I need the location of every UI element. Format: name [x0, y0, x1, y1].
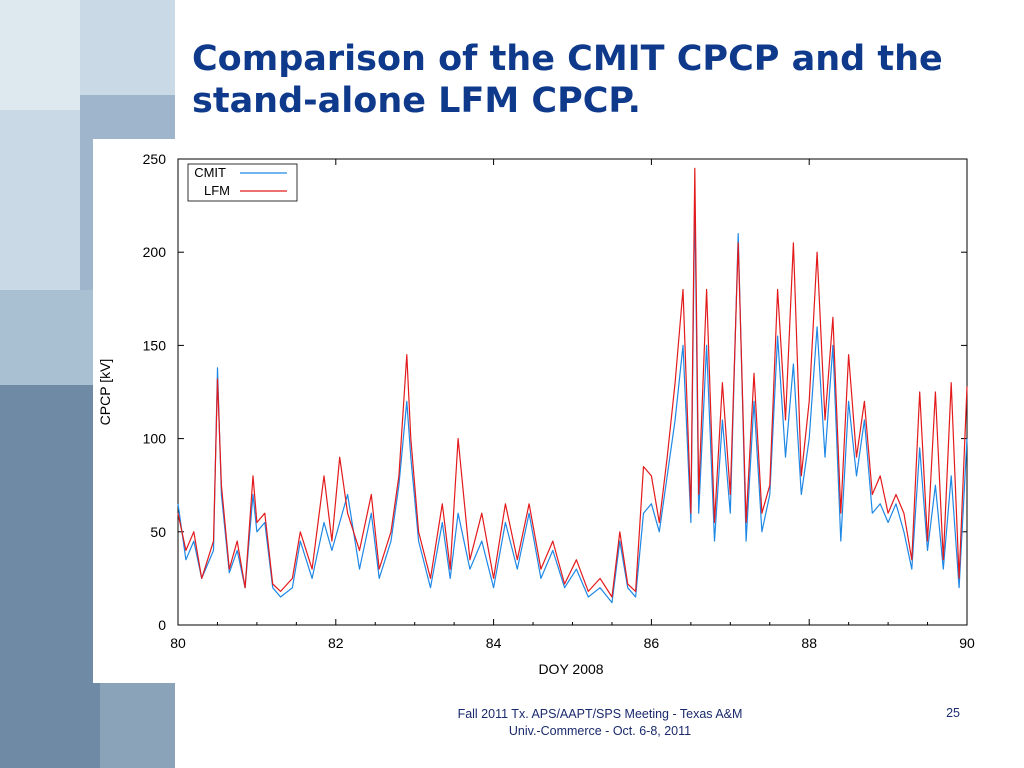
- y-tick-label: 150: [143, 337, 167, 353]
- x-tick-label: 80: [170, 635, 186, 651]
- x-tick-label: 88: [801, 635, 817, 651]
- x-tick-label: 82: [328, 635, 344, 651]
- series-line-cmit: [177, 195, 968, 604]
- x-axis-label: DOY 2008: [538, 661, 603, 677]
- y-axis-label: CPCP [kV]: [97, 359, 113, 426]
- legend: CMIT LFM: [187, 163, 298, 202]
- x-tick-label: 86: [644, 635, 660, 651]
- legend-label-cmit: CMIT: [194, 165, 226, 180]
- y-tick-label: 200: [143, 244, 167, 260]
- y-tick-label: 100: [143, 431, 167, 447]
- footer-text: Fall 2011 Tx. APS/AAPT/SPS Meeting - Tex…: [457, 707, 743, 738]
- y-tick-label: 250: [143, 151, 167, 167]
- sidebar-block-top: [0, 0, 80, 110]
- y-tick-label: 50: [150, 524, 166, 540]
- series-line-lfm: [177, 167, 968, 598]
- x-tick-label: 84: [486, 635, 502, 651]
- chart-panel: 80 82 84 86 88 90 0 50 100 150 200 250 CMIT LFM DOY…: [93, 139, 1024, 683]
- legend-label-lfm: LFM: [204, 183, 230, 198]
- y-tick-label: 0: [158, 617, 166, 633]
- sidebar-block-dark: [0, 385, 100, 768]
- x-tick-label: 90: [959, 635, 975, 651]
- slide-title: Comparison of the CMIT CPCP and the stan…: [192, 39, 943, 121]
- page-number: 25: [946, 706, 960, 720]
- legend-box: [187, 163, 298, 202]
- cpcp-line-chart: 80 82 84 86 88 90 0 50 100 150 200 250 CMIT LFM DOY…: [97, 151, 975, 677]
